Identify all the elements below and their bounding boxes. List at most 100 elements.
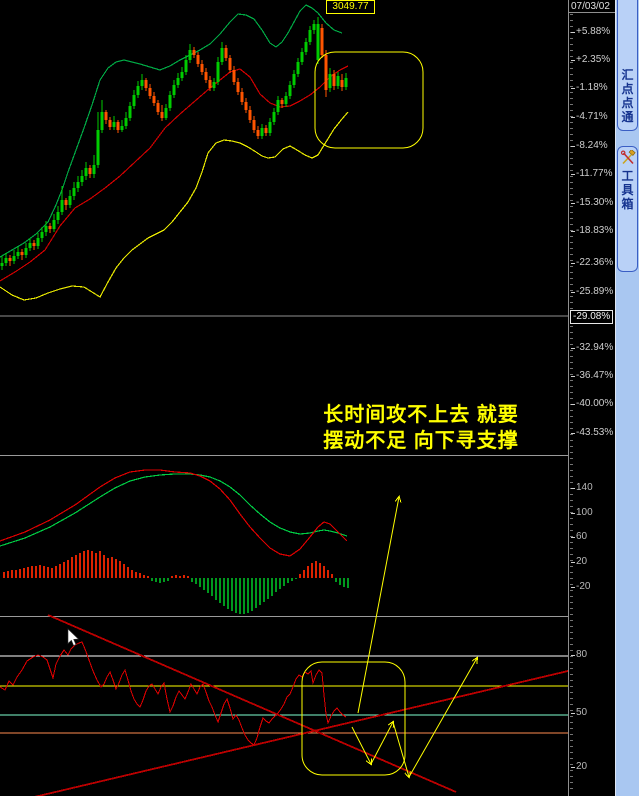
candle-body (316, 24, 320, 60)
right-axis-column: 07/03/02 -29.08% +5.88% +2.35% -1.18% -4.71… (568, 0, 616, 796)
candle-body (16, 252, 20, 256)
macd-fast-line (0, 469, 348, 557)
candle-body (320, 28, 324, 55)
candle-body (136, 86, 140, 95)
candle-body (276, 100, 280, 112)
axis-tick-label: 80 (570, 649, 588, 660)
oscillator-line (0, 641, 347, 746)
candle-body (332, 74, 336, 86)
down-arrow-2 (392, 721, 409, 777)
highlight-box-bottom (301, 661, 406, 776)
ascending-trendline (34, 670, 568, 796)
axis-minor-ticks (570, 14, 573, 792)
axis-tick-label: 100 (571, 507, 593, 518)
sidebar-tab-diandiantong[interactable]: 汇点点通 (617, 0, 638, 131)
candle-body (52, 220, 56, 229)
candle-body (40, 232, 44, 238)
candle-body (232, 70, 236, 82)
candle-body (104, 112, 108, 120)
candle-body (64, 200, 68, 205)
candle-body (120, 126, 124, 130)
candle-body (272, 112, 276, 122)
axis-tick-label: -32.94% (570, 342, 614, 353)
candle-body (268, 122, 272, 133)
axis-tick-label: -40.00% (570, 398, 614, 409)
candle-body (240, 92, 244, 102)
candle-body (248, 110, 252, 120)
candle-body (184, 60, 188, 72)
up-arrow-1 (370, 722, 393, 765)
candle-body (56, 212, 60, 220)
sidebar-tab-toolbox[interactable]: 工具箱 (617, 146, 638, 272)
candle-body (284, 96, 288, 104)
axis-tick-label: -18.83% (570, 225, 614, 236)
axis-tick-label: -15.30% (570, 197, 614, 208)
highlight-box-top (314, 51, 424, 149)
candle-body (208, 80, 212, 88)
chart-canvas[interactable] (0, 0, 568, 796)
candle-body (140, 80, 144, 86)
axis-tick-label: 60 (570, 531, 588, 542)
candle-body (128, 106, 132, 118)
candle-body (288, 85, 292, 96)
candle-body (216, 62, 220, 82)
date-underline (569, 12, 616, 13)
candle-body (32, 243, 36, 246)
annotation-text-line2: 摆动不足 向下寻支撑 (323, 430, 519, 452)
candle-body (292, 74, 296, 85)
candle-body (296, 62, 300, 74)
candle-body (176, 78, 180, 85)
candle-body (12, 256, 16, 261)
candle-body (340, 80, 344, 87)
candle-body (156, 103, 160, 112)
candle-body (112, 122, 116, 127)
candle-body (224, 48, 228, 58)
candle-body (68, 196, 72, 205)
band-upper (0, 4, 343, 258)
tab-toolbox-label: 工具箱 (621, 169, 634, 211)
candle-body (4, 258, 8, 263)
panel-divider-2 (0, 616, 615, 617)
candle-body (180, 72, 184, 78)
candle-body (244, 102, 248, 110)
candle-body (76, 182, 80, 188)
candle-body (144, 80, 148, 88)
axis-tick-label: 50 (570, 707, 588, 718)
candle-body (324, 55, 328, 90)
candle-body (236, 82, 240, 92)
candle-body (336, 76, 340, 86)
axis-tick-label: -1.18% (571, 82, 608, 93)
band-middle (0, 65, 349, 282)
candle-body (132, 95, 136, 106)
axis-tick-label: -36.47% (570, 370, 614, 381)
candle-body (168, 95, 172, 108)
candle-body (264, 128, 268, 133)
candle-body (220, 48, 224, 62)
candle-body (124, 118, 128, 126)
axis-tick-label: -25.89% (570, 286, 614, 297)
candle-body (260, 128, 264, 136)
candle-body (92, 165, 96, 174)
up-arrow-2 (408, 658, 477, 778)
long-up-arrow (357, 497, 399, 714)
axis-tick-label: 140 (571, 482, 593, 493)
panel-divider-1 (0, 455, 615, 456)
candle-body (196, 55, 200, 64)
macd-slow-line (0, 473, 348, 547)
candle-body (80, 176, 84, 182)
candle-body (228, 58, 232, 70)
candle-body (88, 168, 92, 174)
tools-icon (620, 150, 636, 165)
candle-body (84, 168, 88, 176)
axis-tick-label: -43.53% (570, 427, 614, 438)
mouse-cursor (67, 628, 80, 646)
candle-body (152, 96, 156, 103)
axis-tick-label: -4.71% (571, 111, 608, 122)
candle-body (212, 82, 216, 88)
candle-body (160, 112, 164, 118)
candle-body (304, 42, 308, 52)
candle-body (48, 226, 52, 229)
candle-body (200, 64, 204, 72)
candle-body (116, 122, 120, 130)
